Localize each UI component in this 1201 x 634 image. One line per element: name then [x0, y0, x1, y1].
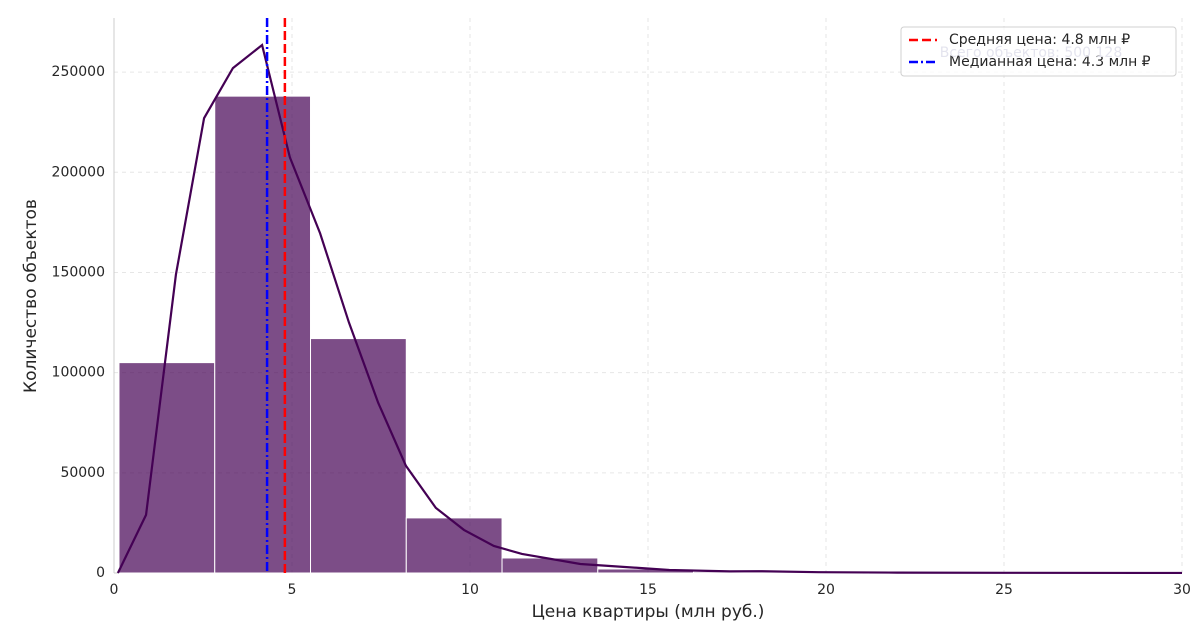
y-tick-label: 150000 [52, 264, 105, 280]
bar [501, 557, 599, 574]
y-axis-label: Количество объектов [21, 199, 41, 393]
y-tick-label: 250000 [52, 64, 105, 80]
x-tick-label: 25 [995, 582, 1013, 598]
x-tick-label: 15 [639, 582, 657, 598]
legend-label: Средняя цена: 4.8 млн ₽ [949, 32, 1130, 48]
x-tick-label: 0 [110, 582, 119, 598]
x-tick-label: 30 [1173, 582, 1191, 598]
x-tick-label: 10 [461, 582, 479, 598]
legend-box [900, 26, 1177, 77]
x-tick-label: 20 [817, 582, 835, 598]
annotation: Всего объектов: 500 128 [940, 45, 1122, 61]
bar [310, 338, 407, 574]
y-tick-label: 50000 [60, 465, 105, 481]
bar [214, 95, 312, 574]
y-tick-label: 0 [96, 565, 105, 581]
x-axis-label: Цена квартиры (млн руб.) [532, 602, 765, 622]
y-tick-label: 100000 [52, 365, 105, 381]
legend-label: Медианная цена: 4.3 млн ₽ [949, 54, 1151, 70]
bar [405, 517, 503, 574]
y-tick-label: 200000 [52, 164, 105, 180]
x-tick-label: 5 [288, 582, 297, 598]
kde-line [116, 43, 1183, 575]
